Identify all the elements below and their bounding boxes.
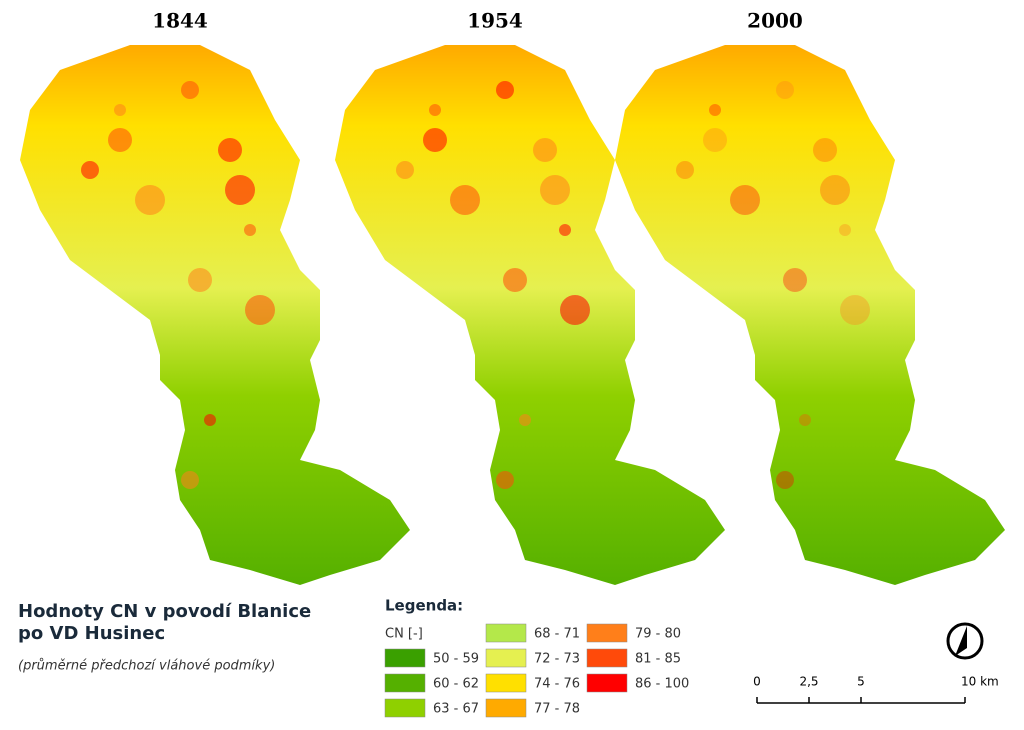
land-patch (676, 161, 694, 179)
map-panel: 2000 (615, 9, 1005, 585)
legend-label: 68 - 71 (534, 627, 580, 642)
land-patch (245, 295, 275, 325)
land-patch (559, 224, 571, 236)
title-line: po VD Husinec (18, 623, 165, 644)
legend-label: 63 - 67 (433, 702, 479, 717)
land-patch (799, 414, 811, 426)
land-patch (218, 138, 242, 162)
scale-label: 5 (857, 675, 865, 689)
north-arrow (946, 622, 984, 660)
land-patch (820, 175, 850, 205)
land-patch (709, 104, 721, 116)
land-patch (429, 104, 441, 116)
land-patch (188, 268, 212, 292)
land-patch (560, 295, 590, 325)
legend-label: 74 - 76 (534, 677, 580, 692)
legend-swatch (384, 673, 426, 693)
legend-label: 77 - 78 (534, 702, 580, 717)
subtitle: (průměrné předchozí vláhové podmíky) (18, 659, 275, 674)
legend-swatch (485, 698, 527, 718)
land-patch (244, 224, 256, 236)
legend-label: 86 - 100 (635, 677, 689, 692)
scale-label: 2,5 (799, 675, 818, 689)
title-line: Hodnoty CN v povodí Blanice (18, 601, 311, 622)
land-patch (135, 185, 165, 215)
land-patch (181, 471, 199, 489)
land-patch (776, 471, 794, 489)
land-patch (519, 414, 531, 426)
legend-label: 50 - 59 (433, 652, 479, 667)
land-patch (225, 175, 255, 205)
legend-swatch (384, 698, 426, 718)
map-title: 2000 (747, 9, 803, 33)
land-patch (396, 161, 414, 179)
land-patch (204, 414, 216, 426)
scale-label: 0 (753, 675, 761, 689)
land-patch (703, 128, 727, 152)
legend-unit: CN [-] (385, 627, 423, 642)
legend-swatch (485, 623, 527, 643)
legend-label: 72 - 73 (534, 652, 580, 667)
legend-label: 81 - 85 (635, 652, 681, 667)
land-patch (81, 161, 99, 179)
map-title: 1844 (152, 9, 208, 33)
land-patch (540, 175, 570, 205)
land-patch (423, 128, 447, 152)
land-patch (181, 81, 199, 99)
land-patch (533, 138, 557, 162)
legend-label: 79 - 80 (635, 627, 681, 642)
land-patch (114, 104, 126, 116)
legend-title: Legenda: (385, 597, 463, 615)
land-patch (839, 224, 851, 236)
legend-swatch (384, 648, 426, 668)
scale-label: 10 km (961, 675, 999, 689)
land-patch (776, 81, 794, 99)
legend-swatch (586, 648, 628, 668)
legend-swatch (586, 623, 628, 643)
land-patch (108, 128, 132, 152)
legend-swatch (485, 648, 527, 668)
land-patch (496, 471, 514, 489)
land-patch (783, 268, 807, 292)
legend-label: 60 - 62 (433, 677, 479, 692)
map-title: 1954 (467, 9, 523, 33)
land-patch (450, 185, 480, 215)
legend-swatch (485, 673, 527, 693)
legend-swatch (586, 673, 628, 693)
land-patch (813, 138, 837, 162)
land-patch (730, 185, 760, 215)
land-patch (503, 268, 527, 292)
map-panel: 1954 (335, 9, 725, 585)
land-patch (840, 295, 870, 325)
land-patch (496, 81, 514, 99)
map-panel: 1844 (20, 9, 410, 585)
